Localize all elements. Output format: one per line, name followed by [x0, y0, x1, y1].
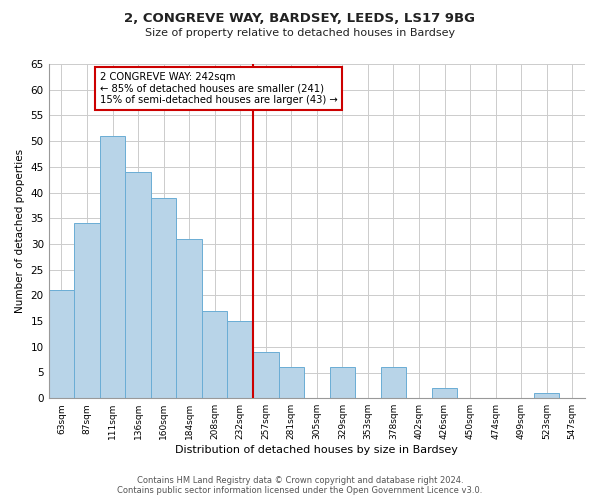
- Bar: [49, 290, 74, 398]
- Bar: [253, 352, 278, 398]
- Text: 2, CONGREVE WAY, BARDSEY, LEEDS, LS17 9BG: 2, CONGREVE WAY, BARDSEY, LEEDS, LS17 9B…: [125, 12, 476, 26]
- X-axis label: Distribution of detached houses by size in Bardsey: Distribution of detached houses by size …: [175, 445, 458, 455]
- Text: Size of property relative to detached houses in Bardsey: Size of property relative to detached ho…: [145, 28, 455, 38]
- Bar: [380, 368, 406, 398]
- Bar: [329, 368, 355, 398]
- Bar: [278, 368, 304, 398]
- Bar: [432, 388, 457, 398]
- Text: Contains HM Land Registry data © Crown copyright and database right 2024.
Contai: Contains HM Land Registry data © Crown c…: [118, 476, 482, 495]
- Bar: [151, 198, 176, 398]
- Bar: [534, 393, 559, 398]
- Bar: [202, 311, 227, 398]
- Bar: [100, 136, 125, 398]
- Text: 2 CONGREVE WAY: 242sqm
← 85% of detached houses are smaller (241)
15% of semi-de: 2 CONGREVE WAY: 242sqm ← 85% of detached…: [100, 72, 337, 105]
- Bar: [227, 321, 253, 398]
- Bar: [125, 172, 151, 398]
- Bar: [176, 239, 202, 398]
- Y-axis label: Number of detached properties: Number of detached properties: [15, 149, 25, 313]
- Bar: [74, 224, 100, 398]
